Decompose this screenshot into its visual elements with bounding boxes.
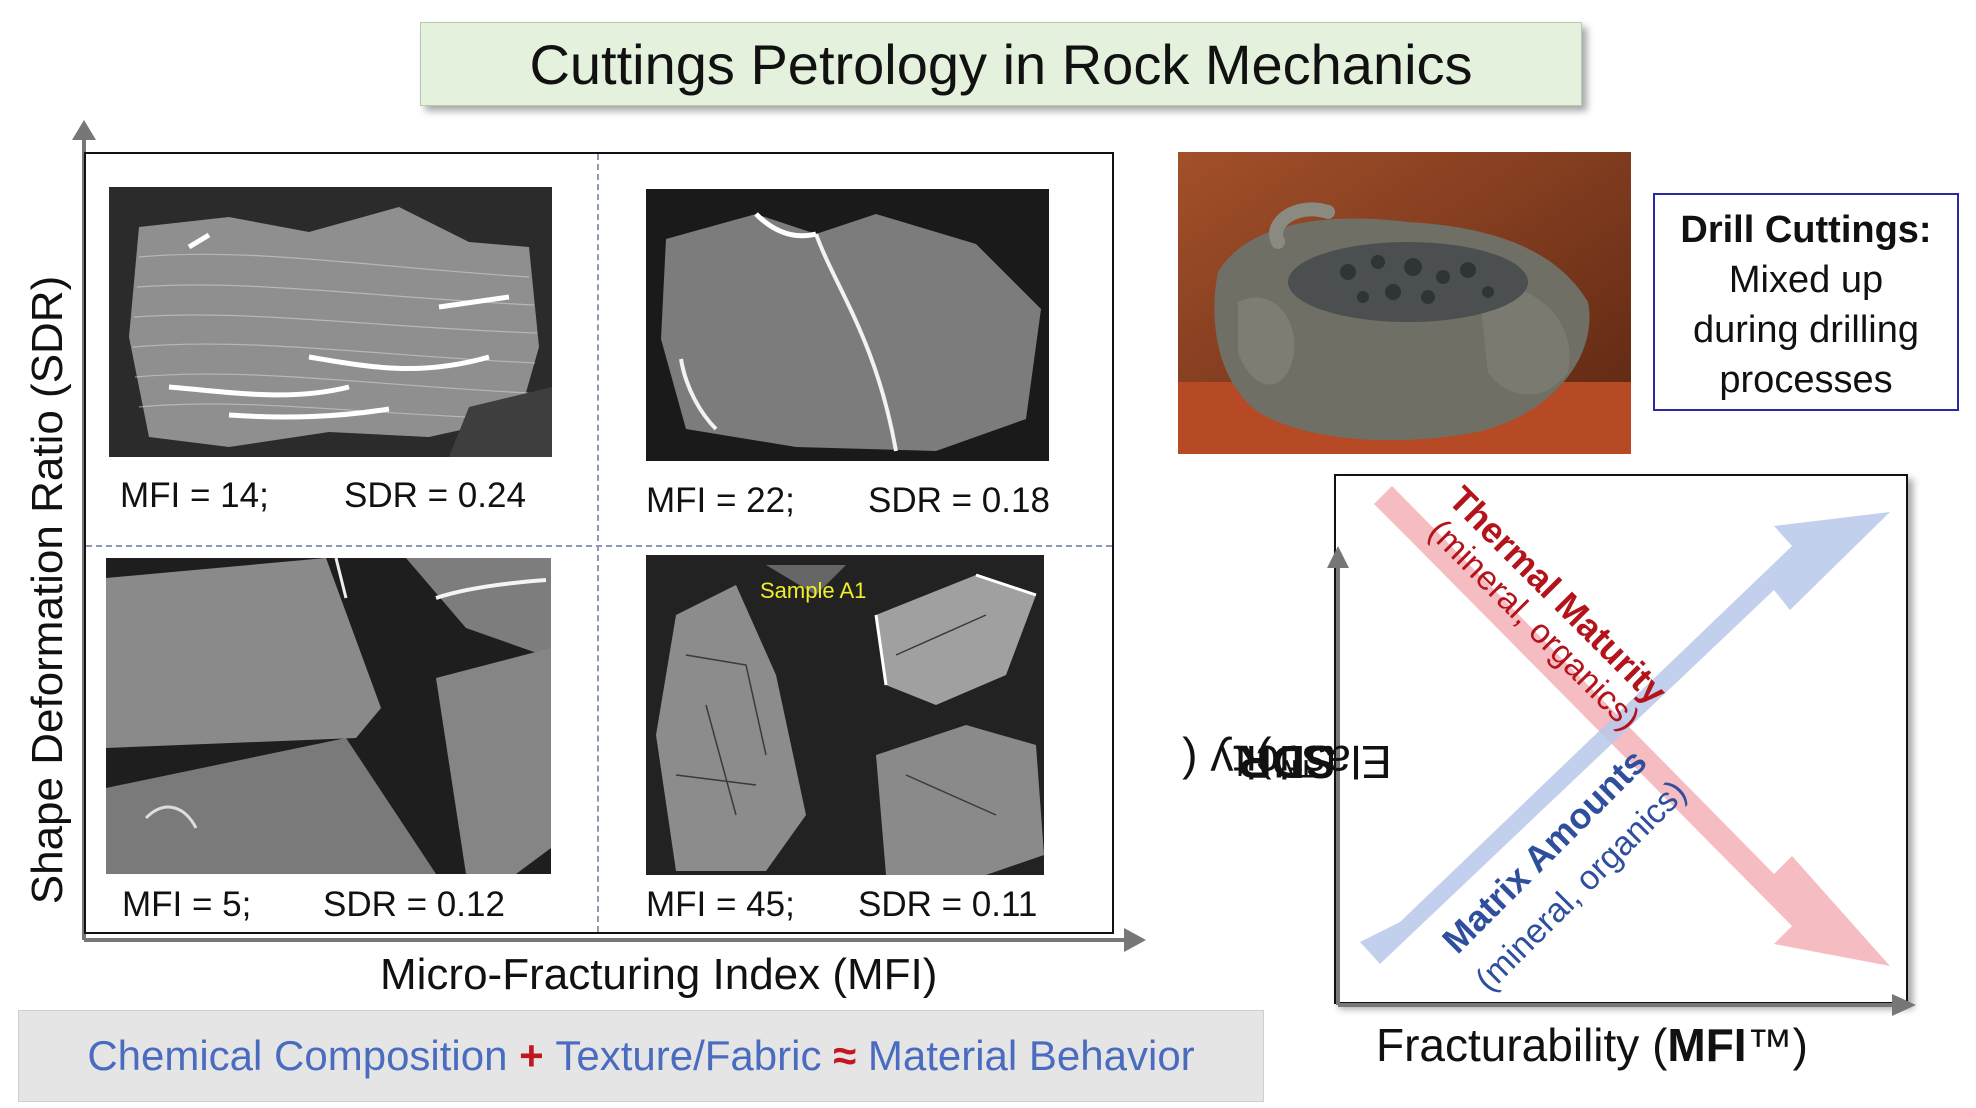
trend-diagram-axes: [1327, 546, 1916, 1016]
drill-cuttings-title: Drill Cuttings:: [1680, 209, 1932, 251]
drill-cuttings-line-3: processes: [1719, 359, 1893, 401]
formula-term-texture: Texture/Fabric: [555, 1032, 822, 1079]
quadrant-divider-vertical: [597, 154, 599, 932]
matrix-amounts-arrow: [1360, 512, 1890, 964]
quadrant-4-sdr: SDR = 0.11: [858, 885, 1038, 924]
drill-cuttings-line-1: Mixed up: [1728, 259, 1884, 301]
quadrant-2-mfi: MFI = 22;: [646, 481, 795, 520]
fracturability-axis-label: Fracturability (MFI™): [1376, 1019, 1808, 1071]
drill-cuttings-photo: [1178, 152, 1631, 454]
thermal-maturity-arrow: [1374, 486, 1890, 966]
quadrant-1-mfi: MFI = 14;: [120, 476, 269, 515]
micrograph-bottom-left: [106, 558, 551, 874]
quadrant-1-sdr: SDR = 0.24: [344, 476, 526, 515]
quadrant-divider-horizontal: [86, 545, 1112, 547]
quadrant-4-mfi: MFI = 45;: [646, 885, 795, 924]
micrograph-top-left: [109, 187, 552, 457]
quadrant-3-mfi: MFI = 5;: [122, 885, 252, 924]
x-axis-label: Micro-Fracturing Index (MFI): [380, 950, 938, 999]
page-title: Cuttings Petrology in Rock Mechanics: [420, 22, 1582, 106]
x-axis-arrowhead: [1124, 928, 1146, 952]
formula-term-chemical: Chemical Composition: [87, 1032, 508, 1079]
y-axis-arrowhead: [72, 120, 96, 140]
drill-cuttings-line-2: during drilling: [1692, 309, 1919, 351]
formula-approx: ≈: [833, 1032, 857, 1079]
formula-plus: +: [519, 1032, 544, 1079]
micrograph-bottom-right: [646, 555, 1044, 875]
micrograph-top-right: [646, 189, 1049, 461]
drill-cuttings-box: Drill Cuttings: Mixed up during drilling…: [1653, 193, 1959, 411]
trend-arrows: [1360, 486, 1890, 966]
formula-banner: Chemical Composition + Texture/Fabric ≈ …: [18, 1010, 1264, 1102]
quadrant-3-sdr: SDR = 0.12: [323, 885, 505, 924]
quadrant-2-sdr: SDR = 0.18: [868, 481, 1050, 520]
formula-term-behavior: Material Behavior: [867, 1032, 1195, 1079]
sample-label: Sample A1: [760, 578, 867, 603]
